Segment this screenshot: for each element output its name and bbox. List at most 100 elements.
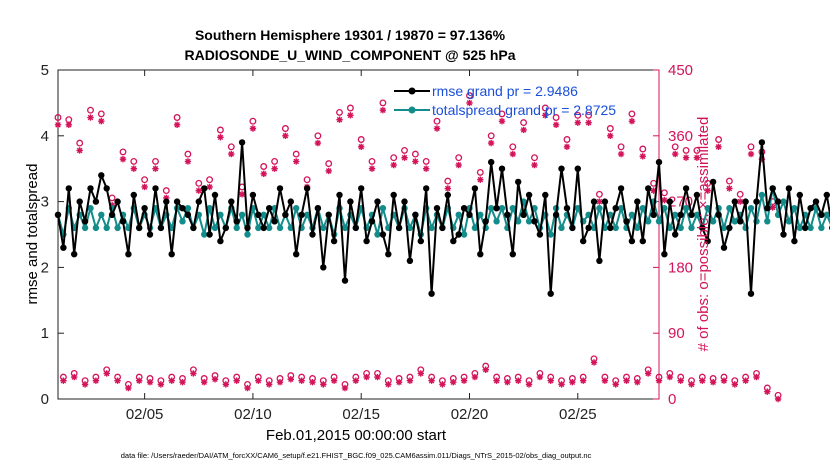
rmse-point <box>807 205 814 212</box>
obs-possible-point <box>455 154 463 162</box>
rmse-point <box>98 172 105 179</box>
obs-assimilated-point <box>677 377 684 384</box>
totalspread-point <box>704 205 711 212</box>
left-y-ticks: 0 1 2 3 4 5 <box>41 62 64 408</box>
rmse-point <box>179 205 186 212</box>
rmse-point <box>569 224 576 232</box>
obs-assimilated-point <box>217 134 224 141</box>
rmse-point <box>390 191 397 199</box>
obs-assimilated-point <box>742 377 749 384</box>
totalspread-point <box>276 224 284 232</box>
obs-possible-point <box>433 117 441 125</box>
rmse-point <box>352 224 359 232</box>
totalspread-point <box>206 205 213 212</box>
rmse-point <box>764 205 771 212</box>
obs-possible-point <box>520 119 528 127</box>
obs-assimilated-point <box>747 150 755 158</box>
obs-possible-point <box>314 132 322 140</box>
rmse-point <box>693 191 701 199</box>
obs-assimilated-point <box>471 373 479 381</box>
totalspread-point <box>672 211 679 218</box>
rmse-point <box>737 218 744 225</box>
right-y-tick-label: 360 <box>668 128 693 145</box>
obs-assimilated-point <box>119 155 127 163</box>
obs-assimilated-point <box>179 378 186 386</box>
rmse-point <box>287 198 294 205</box>
totalspread-point <box>509 205 516 212</box>
totalspread-point <box>488 205 495 212</box>
totalspread-point <box>293 205 300 212</box>
rmse-point <box>136 224 143 232</box>
obs-assimilated-point <box>682 154 690 161</box>
obs-assimilated-point <box>293 158 300 165</box>
rmse-point <box>125 251 132 258</box>
obs-count-series <box>54 92 782 403</box>
obs-assimilated-point <box>233 377 240 384</box>
obs-assimilated-point <box>536 373 544 381</box>
rmse-point <box>796 191 803 199</box>
obs-assimilated-point <box>547 377 554 384</box>
totalspread-point <box>655 218 663 225</box>
totalspread-point <box>634 224 641 232</box>
totalspread-point <box>764 218 771 225</box>
obs-assimilated-point <box>76 147 83 154</box>
totalspread-point <box>428 224 435 232</box>
rmse-point <box>103 185 110 192</box>
obs-assimilated-point <box>628 117 636 125</box>
rmse-point <box>552 211 560 218</box>
obs-possible-point <box>173 114 181 121</box>
obs-possible-point <box>141 176 149 184</box>
rmse-point <box>482 218 489 225</box>
totalspread-point <box>320 224 327 232</box>
obs-assimilated-point <box>477 176 484 183</box>
x-tick-label: 02/05 <box>126 406 164 423</box>
obs-possible-point <box>401 146 408 154</box>
left-y-tick-label: 2 <box>41 259 49 276</box>
obs-possible-point <box>281 125 289 132</box>
obs-assimilated-point <box>596 198 603 205</box>
obs-assimilated-point <box>222 381 230 388</box>
rmse-point <box>320 264 327 271</box>
right-y-tick-label: 90 <box>668 325 685 342</box>
rmse-point <box>780 231 787 238</box>
rmse-point <box>726 224 733 232</box>
rmse-point <box>119 218 127 225</box>
legend-spread-label: totalspread grand pr = 2.8725 <box>432 102 616 118</box>
obs-assimilated-point <box>271 165 278 172</box>
legend-rmse-label: rmse grand pr = 2.9486 <box>432 83 578 99</box>
rmse-point <box>823 191 830 199</box>
obs-possible-point <box>260 163 268 170</box>
obs-assimilated-point <box>238 191 246 198</box>
obs-possible-point <box>650 179 658 187</box>
rmse-point <box>758 139 766 146</box>
obs-possible-point <box>162 187 170 195</box>
rmse-point <box>271 218 278 225</box>
rmse-point <box>60 244 67 251</box>
obs-assimilated-point <box>374 373 381 381</box>
rmse-point <box>249 191 257 199</box>
obs-assimilated-point <box>103 370 110 377</box>
obs-assimilated-point <box>298 377 305 384</box>
obs-assimilated-point <box>406 377 414 384</box>
footer-data-file: data file: /Users/raeder/DAI/ATM_forcXX/… <box>121 451 592 460</box>
obs-assimilated-point <box>433 125 441 132</box>
obs-assimilated-point <box>644 370 652 377</box>
obs-assimilated-point <box>574 119 581 126</box>
totalspread-point <box>612 224 619 232</box>
obs-assimilated-point <box>255 377 262 384</box>
obs-possible-point <box>606 125 614 132</box>
rmse-point <box>168 251 175 258</box>
totalspread-point <box>525 218 533 225</box>
obs-assimilated-point <box>709 378 717 386</box>
totalspread-point <box>103 224 110 232</box>
rmse-point <box>607 224 614 232</box>
rmse-point <box>266 205 273 212</box>
rmse-point <box>563 205 571 212</box>
obs-assimilated-point <box>206 183 213 191</box>
rmse-point <box>309 231 316 238</box>
x-tick-label: 02/20 <box>451 406 489 423</box>
rmse-point <box>634 198 641 205</box>
rmse-point <box>255 211 262 218</box>
obs-possible-point <box>271 157 279 165</box>
rmse-point <box>347 198 354 205</box>
